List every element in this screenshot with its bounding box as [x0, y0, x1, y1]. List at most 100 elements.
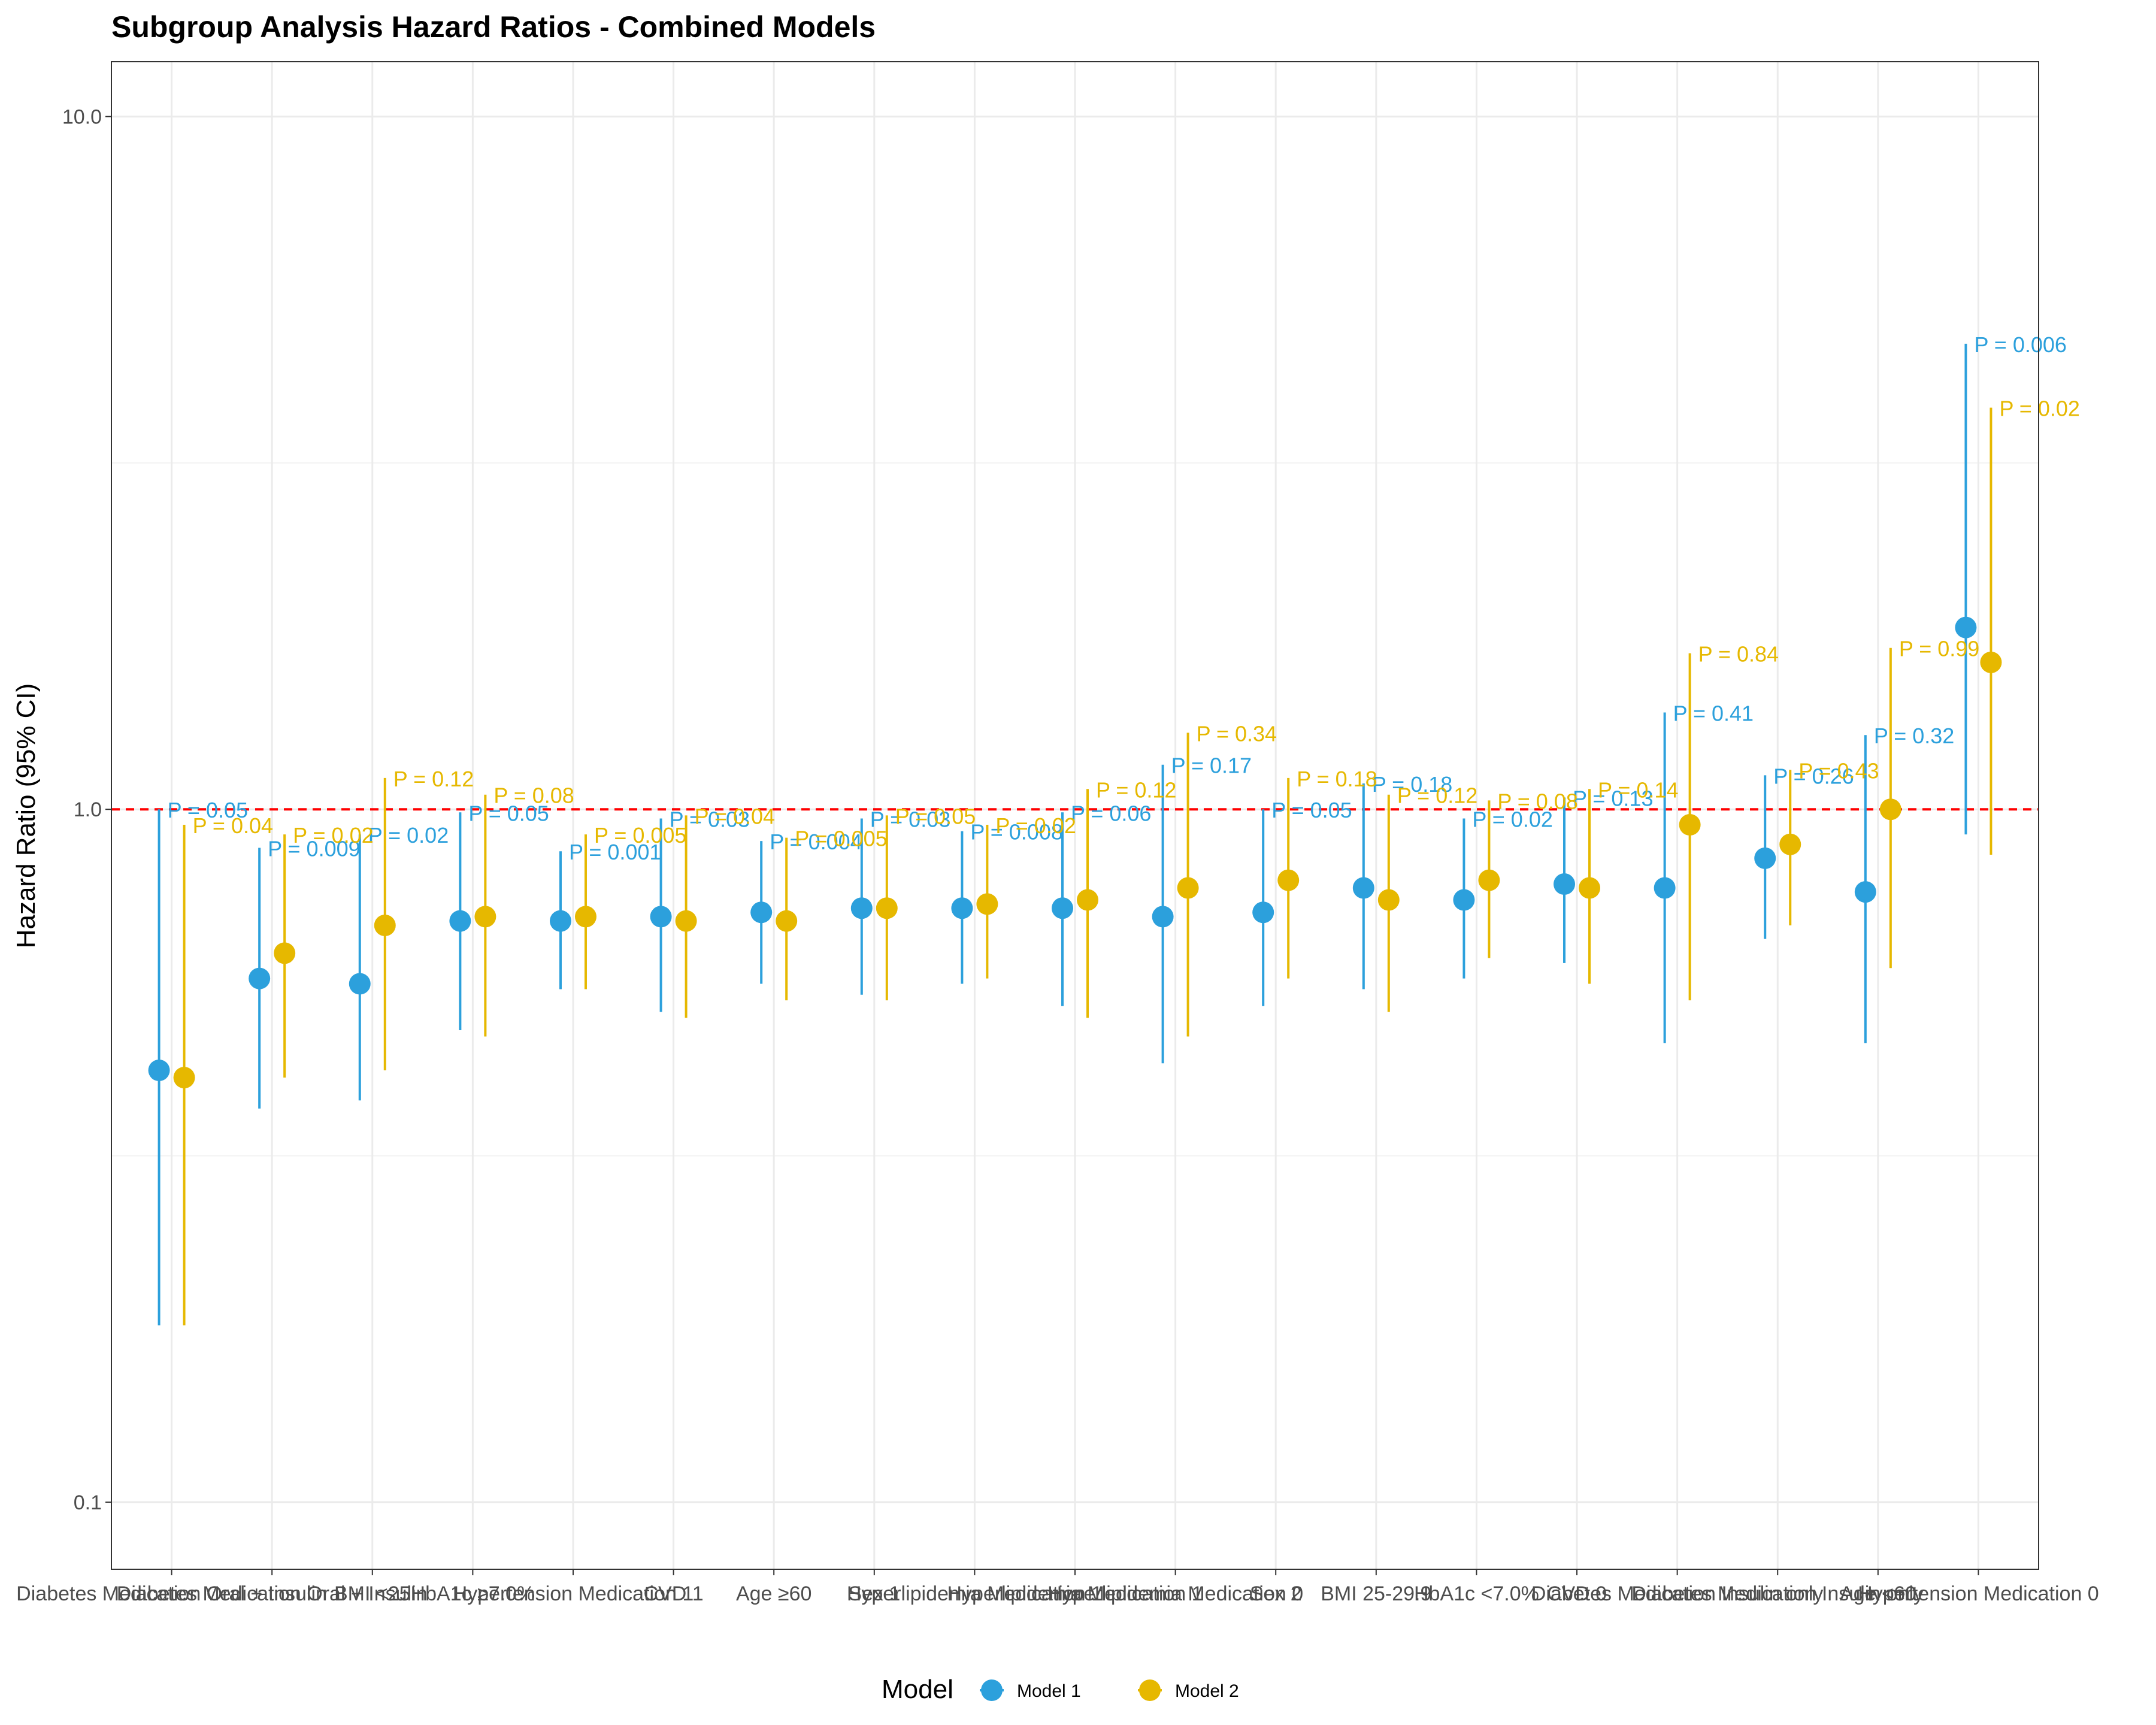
- x-tick-label: Hyperlipidemia Medication 0: [1047, 1582, 1303, 1605]
- p-value-label: P = 0.03: [670, 807, 750, 832]
- hr-point: [1879, 798, 1901, 821]
- hr-point: [1654, 877, 1676, 899]
- p-value-label: P = 0.05: [468, 801, 549, 825]
- p-value-label: P = 0.04: [695, 804, 775, 828]
- p-value-label: P = 0.32: [1874, 724, 1954, 748]
- p-value-label: P = 0.006: [1974, 332, 2066, 357]
- p-value-label: P = 0.02: [368, 823, 449, 848]
- x-tick-label: BMI <25: [334, 1582, 411, 1605]
- hr-point: [449, 910, 471, 932]
- hr-point: [1478, 869, 1500, 891]
- hr-point: [148, 1060, 170, 1082]
- p-value-label: P = 0.17: [1171, 753, 1252, 778]
- y-tick-label: 1.0: [74, 798, 102, 821]
- hr-point: [1252, 901, 1274, 924]
- hr-point: [876, 897, 898, 919]
- p-value-label: P = 0.05: [895, 804, 976, 828]
- hr-point: [675, 910, 697, 932]
- grid-lines: [111, 62, 2039, 1569]
- legend-label: Model 2: [1175, 1681, 1239, 1701]
- p-value-label: P = 0.02: [1999, 397, 2079, 421]
- p-value-label: P = 0.12: [393, 767, 474, 791]
- legend: Model Model 1 Model 2: [882, 1675, 1239, 1704]
- hr-point: [1579, 877, 1601, 899]
- x-tick-label: Diabetes Medication Oral + Insulin: [117, 1582, 428, 1605]
- legend-key-point: [1139, 1679, 1161, 1701]
- hr-point: [650, 906, 672, 928]
- p-value-label: P = 0.08: [1497, 789, 1577, 813]
- p-value-label: P = 0.41: [1673, 701, 1754, 725]
- y-axis-title: Hazard Ratio (95% CI): [11, 683, 41, 949]
- hr-point: [750, 901, 773, 924]
- legend-title: Model: [882, 1675, 953, 1704]
- p-value-label: P = 0.03: [870, 807, 950, 832]
- p-value-label: P = 0.12: [1397, 783, 1477, 808]
- x-tick-label: HbA1c ≥7.0%: [411, 1582, 535, 1605]
- series-2: P = 0.04 P = 0.02P = 0.12P = 0.08P = 0.00…: [173, 397, 2080, 1325]
- hr-point: [1052, 897, 1073, 919]
- x-tick-label: Hypertension Medication 1: [453, 1582, 694, 1605]
- p-value-label: P = 0.18: [1372, 772, 1452, 797]
- hr-point: [349, 973, 371, 995]
- p-value-label: P = 0.05: [1271, 798, 1352, 822]
- p-value-label: P = 0.26: [1773, 764, 1854, 788]
- hr-point: [274, 942, 296, 964]
- p-value-label: P = 0.02: [995, 813, 1076, 838]
- hr-point: [474, 906, 496, 928]
- p-value-label: P = 0.43: [1798, 758, 1879, 783]
- p-value-label: P = 0.009: [268, 836, 360, 861]
- y-tick-label: 10.0: [62, 106, 102, 129]
- x-tick-label: Hypertension Medication 0: [1858, 1582, 2099, 1605]
- x-tick-label: Hyperlipidemia Medication 1: [847, 1582, 1103, 1605]
- p-value-label: P = 0.05: [168, 798, 248, 822]
- hr-point: [249, 967, 271, 989]
- hr-point: [1754, 847, 1776, 869]
- p-value-label: P = 0.04: [193, 813, 273, 838]
- hr-point: [1352, 877, 1374, 899]
- p-value-label: P = 0.001: [569, 840, 661, 864]
- x-tick-label: CVD 1: [644, 1582, 704, 1605]
- chart-title: Subgroup Analysis Hazard Ratios - Combin…: [111, 10, 876, 44]
- y-axis: 0.1 1.0 10.0: [62, 106, 111, 1514]
- p-value-label: P = 0.08: [493, 783, 574, 808]
- hr-point: [1679, 814, 1701, 836]
- hr-point: [1277, 869, 1300, 891]
- y-tick-label: 0.1: [74, 1491, 102, 1514]
- hr-point: [951, 897, 973, 919]
- hr-point: [173, 1067, 195, 1089]
- p-value-label: P = 0.06: [1071, 801, 1151, 825]
- hr-point: [1077, 889, 1098, 911]
- hr-point: [1854, 881, 1876, 903]
- p-value-label: P = 0.13: [1573, 786, 1653, 811]
- hr-point: [574, 906, 596, 928]
- hr-point: [1177, 877, 1199, 899]
- x-tick-label: Hyperlipidemia Medication 1: [947, 1582, 1203, 1605]
- x-tick-label: Age ≥60: [736, 1582, 811, 1605]
- legend-key-point: [981, 1679, 1003, 1701]
- p-value-label: P = 0.12: [1096, 777, 1176, 802]
- x-tick-label: Diabetes Medication Insulin only: [1631, 1582, 1924, 1605]
- x-tick-label: HbA1c <7.0%: [1414, 1582, 1539, 1605]
- x-tick-label: Age <60: [1840, 1582, 1916, 1605]
- hr-point: [1779, 833, 1801, 855]
- p-value-label: P = 0.02: [1472, 807, 1552, 832]
- p-value-label: P = 0.34: [1197, 721, 1277, 746]
- hr-point: [374, 914, 396, 936]
- x-tick-label: Sex 1: [848, 1582, 900, 1605]
- p-value-label: P = 0.14: [1598, 777, 1678, 802]
- p-value-label: P = 0.99: [1899, 637, 1979, 661]
- p-value-label: P = 0.005: [795, 827, 887, 851]
- x-tick-label: BMI 25-29.9: [1321, 1582, 1431, 1605]
- p-value-label: P = 0.18: [1297, 767, 1377, 791]
- p-value-label: P = 0.02: [293, 823, 373, 848]
- x-tick-label: Sex 2: [1250, 1582, 1302, 1605]
- p-value-label: P = 0.84: [1698, 642, 1779, 667]
- x-tick-label: Diabetes Medication Insulin only: [1531, 1582, 1824, 1605]
- x-tick-label: CVD 0: [1547, 1582, 1607, 1605]
- p-value-label: P = 0.008: [970, 820, 1062, 845]
- x-axis: Diabetes Medication Oral + Insulin Diabet…: [16, 1569, 2099, 1605]
- p-value-label: P = 0.005: [594, 823, 686, 848]
